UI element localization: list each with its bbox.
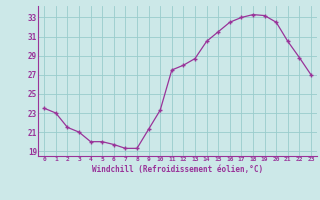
X-axis label: Windchill (Refroidissement éolien,°C): Windchill (Refroidissement éolien,°C) [92, 165, 263, 174]
